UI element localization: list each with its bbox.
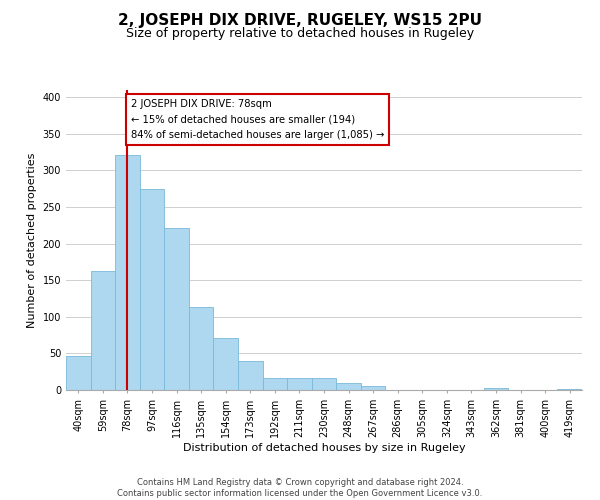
Text: 2, JOSEPH DIX DRIVE, RUGELEY, WS15 2PU: 2, JOSEPH DIX DRIVE, RUGELEY, WS15 2PU bbox=[118, 12, 482, 28]
Text: Size of property relative to detached houses in Rugeley: Size of property relative to detached ho… bbox=[126, 28, 474, 40]
Bar bbox=[140, 189, 164, 390]
X-axis label: Distribution of detached houses by size in Rugeley: Distribution of detached houses by size … bbox=[182, 442, 466, 452]
Bar bbox=[189, 306, 214, 390]
Bar bbox=[312, 378, 336, 390]
Bar bbox=[484, 388, 508, 390]
Text: Contains HM Land Registry data © Crown copyright and database right 2024.
Contai: Contains HM Land Registry data © Crown c… bbox=[118, 478, 482, 498]
Y-axis label: Number of detached properties: Number of detached properties bbox=[27, 152, 37, 328]
Bar bbox=[214, 338, 238, 390]
Bar bbox=[361, 386, 385, 390]
Bar bbox=[115, 155, 140, 390]
Bar bbox=[238, 362, 263, 390]
Bar bbox=[66, 356, 91, 390]
Bar bbox=[287, 378, 312, 390]
Bar bbox=[164, 228, 189, 390]
Bar bbox=[336, 384, 361, 390]
Text: 2 JOSEPH DIX DRIVE: 78sqm
← 15% of detached houses are smaller (194)
84% of semi: 2 JOSEPH DIX DRIVE: 78sqm ← 15% of detac… bbox=[131, 99, 385, 140]
Bar bbox=[91, 270, 115, 390]
Bar bbox=[263, 378, 287, 390]
Bar bbox=[557, 388, 582, 390]
